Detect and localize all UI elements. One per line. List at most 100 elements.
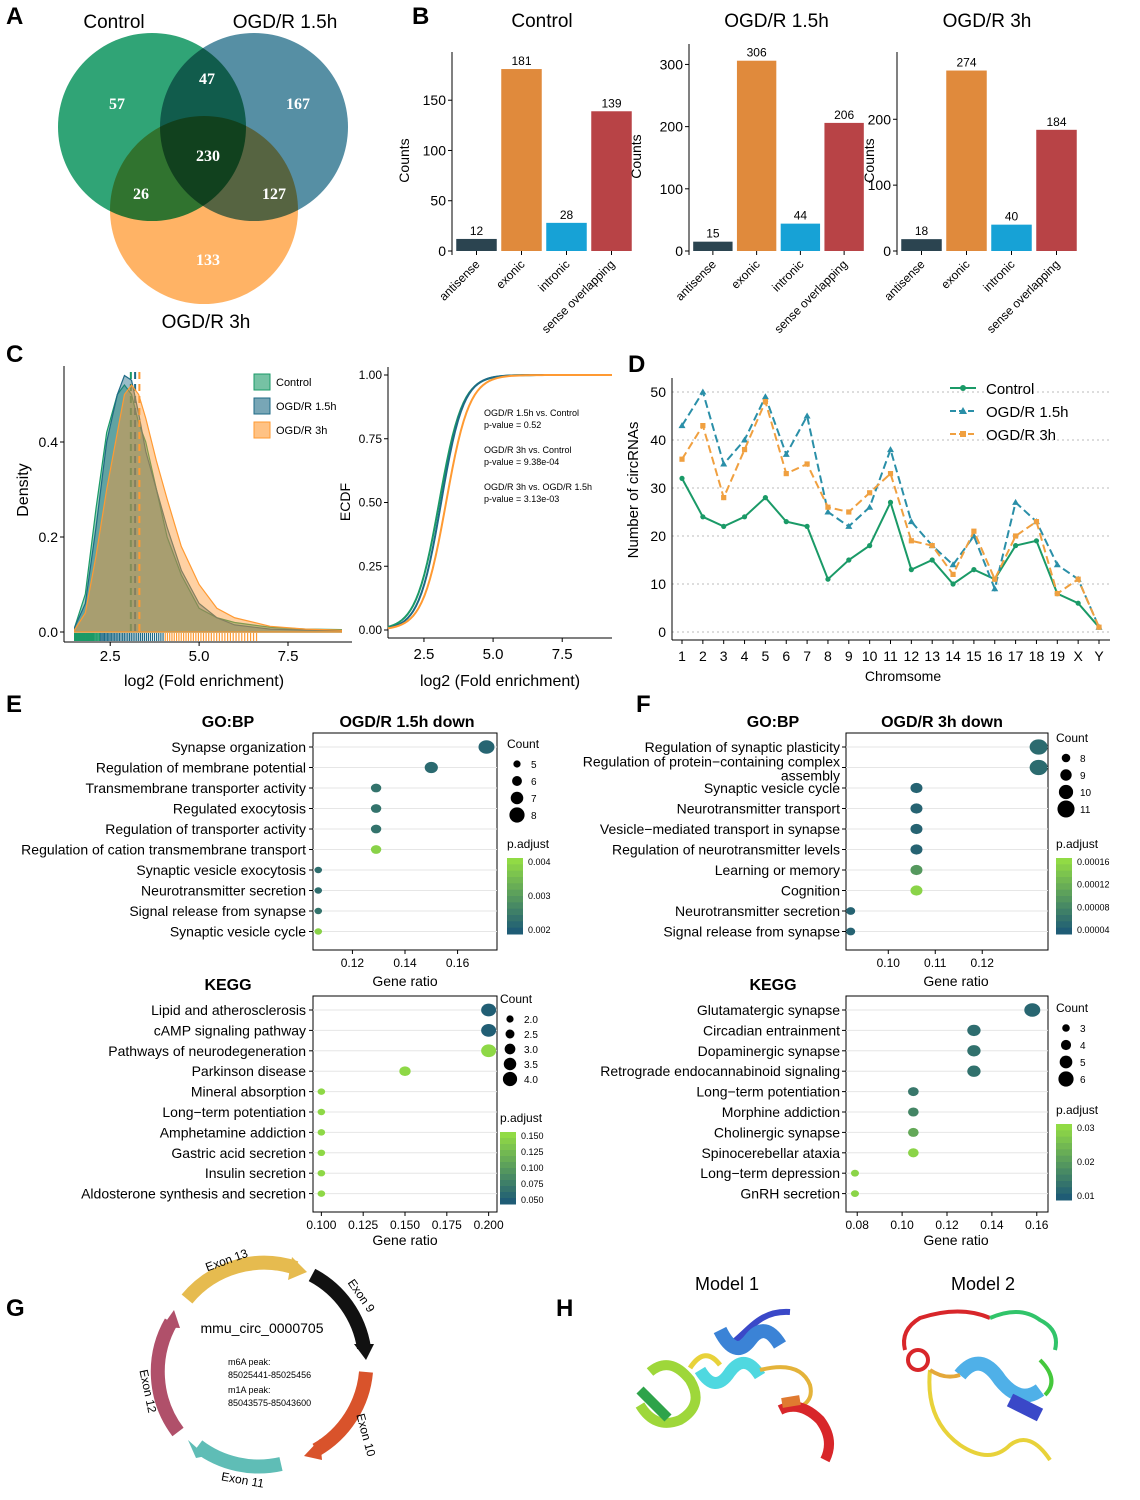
x-tick-label: 2 [699,648,707,664]
padj-legend-title: p.adjust [1056,1103,1099,1117]
padj-gradient-band [1056,921,1072,929]
y-tick-label: 0.4 [39,434,59,450]
padj-gradient-band [1056,877,1072,884]
y-tick-label: 1.00 [359,368,383,382]
padj-gradient-band [507,927,523,935]
count-legend-title: Count [1056,1001,1089,1015]
count-legend-dot [505,1029,515,1039]
bar-value-label: 12 [470,224,484,238]
panel-label-a: A [6,3,23,30]
exon-10-label: Exon 10 [353,1412,378,1458]
padj-gradient-band [507,908,523,916]
count-legend-label: 5 [1080,1058,1086,1069]
term-label: Synaptic vesicle cycle [170,924,306,940]
x-axis-label: Gene ratio [372,973,438,989]
x-tick-label: intronic [769,257,806,294]
density-plot: 0.0 0.2 0.4 2.5 5.0 7.5 Density log2 (Fold enri… [15,366,352,690]
x-tick-label: 2.5 [414,646,435,663]
data-point [867,543,873,549]
data-point [971,567,977,573]
ecdf-annotation: OGD/R 3h vs. OGD/R 1.5h [484,482,592,492]
venn-diagram: Control OGD/R 1.5h OGD/R 3h 57 167 133 4… [58,12,348,333]
bar [946,70,987,251]
padj-gradient-band [500,1138,516,1145]
dotplot-category: KEGG [204,977,251,994]
y-tick-label: 0.25 [359,559,383,573]
enrichment-dot [317,1190,326,1197]
x-tick-label: 1 [678,648,686,664]
term-label: Regulation of membrane potential [96,760,306,776]
data-point [825,576,831,582]
x-tick-label: 12 [904,648,920,664]
padj-gradient-band [507,883,523,891]
enrichment-dot [1024,1003,1041,1017]
data-point [824,508,832,515]
x-tick-label: 5.0 [189,648,210,665]
dotplot-frame [845,995,1049,1213]
data-point [929,557,935,563]
legend-label: Control [276,377,311,389]
x-axis-label: log2 (Fold enrichment) [124,673,284,690]
ecdf-annotation: OGD/R 3h vs. Control [484,445,572,455]
enrichment-dot [846,927,856,936]
term-label: Synaptic vesicle cycle [704,780,840,796]
count-legend-label: 7 [531,794,537,805]
padj-gradient-band [500,1174,516,1181]
ecdf-plot: 0.00 0.25 0.50 0.75 1.00 2.5 5.0 7.5 ECDF log2 (F… [337,367,612,690]
padj-gradient-band [500,1168,516,1175]
data-point [803,412,811,419]
data-point [846,557,852,563]
data-point [721,495,727,501]
legend-label: OGD/R 1.5h [986,404,1069,421]
term-label: Neurotransmitter secretion [141,883,306,899]
x-tick-label: 7.5 [552,646,573,663]
x-tick-label: sense overlapping [771,257,850,336]
y-tick-label: 40 [650,432,666,448]
x-tick-label: 0.12 [341,956,365,970]
padj-gradient-band [500,1144,516,1151]
venn-count-ogd15-ogd3: 127 [262,186,286,203]
x-tick-label: 0.10 [877,956,901,970]
x-tick-label: 0.12 [971,956,995,970]
padj-gradient-band [1056,896,1072,903]
enrichment-dot [908,1148,919,1158]
padj-gradient-band [1056,1162,1072,1169]
data-point [1033,519,1040,525]
padj-gradient-band [1056,908,1072,916]
y-tick-label: 0.0 [39,624,59,640]
x-tick-label: 0.16 [446,956,470,970]
bar [501,69,542,252]
data-point [971,528,977,534]
padj-legend-title: p.adjust [507,837,550,851]
panel-label-d: D [628,351,645,378]
term-label: Gastric acid secretion [171,1145,306,1161]
data-point [700,423,706,429]
count-legend-dot [506,1015,514,1023]
m6a-peak-label: m6A peak: [228,1357,271,1367]
x-tick-label: antisense [673,257,719,303]
x-tick-label: 11 [883,648,898,664]
term-label: Cognition [781,883,840,899]
data-point [992,576,998,582]
data-point [1096,624,1102,630]
count-legend-dot [1059,1055,1073,1069]
venn-count-control-ogd15: 47 [199,71,215,88]
bar-value-label: 40 [1005,210,1019,224]
enrichment-dot-plots: GO:BP Synapse organization Regulation of m… [21,714,1109,1248]
venn-circle-ogd3 [110,116,298,304]
padj-gradient-band [507,864,523,872]
venn-count-control-ogd3: 26 [133,186,149,203]
term-label: Mineral absorption [191,1084,306,1100]
count-legend-label: 3.5 [524,1060,538,1071]
venn-set-label-ogd15: OGD/R 1.5h [233,12,338,33]
term-label: Regulation of transporter activity [105,821,306,837]
enrichment-dot [910,803,923,814]
legend-marker [959,407,967,414]
data-point [699,388,707,395]
x-tick-label: Y [1094,648,1104,664]
x-axis-label: Gene ratio [923,973,989,989]
data-point [782,450,790,457]
data-point [783,471,789,477]
padj-gradient-band [1056,889,1072,897]
